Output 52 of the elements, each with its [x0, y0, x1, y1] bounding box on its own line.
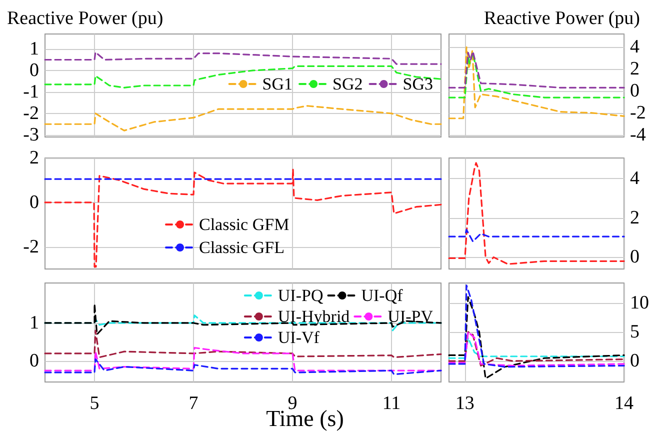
legend-label: UI-PV — [388, 307, 434, 326]
legend-label: SG3 — [402, 74, 434, 94]
y-axis-title: Reactive Power (pu) — [484, 8, 640, 29]
y-tick-label: -2 — [23, 102, 39, 124]
line-series — [44, 330, 442, 358]
y-tick-label: 0 — [630, 350, 640, 372]
line-series — [448, 50, 625, 88]
y-tick-label: 0 — [630, 246, 640, 268]
legend-label: SG1 — [262, 74, 293, 94]
y-tick-label: 1 — [30, 312, 39, 334]
y-tick-label: -3 — [23, 124, 39, 146]
x-tick-label: 14 — [614, 393, 634, 414]
y-tick-label: -2 — [630, 102, 646, 124]
line-series — [448, 228, 625, 242]
legend-label: SG2 — [332, 74, 363, 94]
legend-label: UI-PQ — [278, 286, 324, 305]
x-tick-label: 13 — [455, 393, 474, 414]
line-series — [44, 168, 442, 268]
line-series — [44, 65, 442, 88]
y-tick-label: 0 — [30, 60, 39, 81]
y-axis-title: Reactive Power (pu) — [7, 8, 164, 29]
y-tick-label: -1 — [23, 81, 39, 102]
line-series — [448, 162, 625, 265]
y-tick-label: -4 — [630, 124, 646, 146]
line-series — [44, 105, 442, 132]
y-tick-label: 4 — [630, 168, 640, 190]
legend-label: Classic GFM — [199, 215, 290, 234]
y-tick-label: 5 — [630, 321, 640, 342]
line-series — [44, 358, 442, 376]
legend-label: UI-Hybrid — [278, 307, 350, 326]
y-tick-label: 0 — [630, 80, 640, 102]
y-tick-label: 0 — [30, 350, 39, 372]
y-tick-label: 2 — [630, 207, 640, 228]
y-tick-label: 2 — [630, 58, 640, 80]
line-series — [448, 296, 625, 380]
line-series — [44, 51, 442, 65]
y-tick-label: 0 — [30, 192, 39, 213]
x-tick-label: 11 — [382, 393, 401, 414]
y-tick-label: 1 — [30, 38, 39, 60]
x-tick-label: 5 — [90, 393, 100, 414]
line-series — [448, 284, 625, 368]
y-tick-label: -2 — [23, 236, 39, 258]
y-tick-label: 2 — [30, 148, 39, 168]
line-series — [448, 46, 625, 120]
y-tick-label: 10 — [630, 292, 649, 314]
legend-label: UI-Qf — [361, 286, 404, 305]
y-tick-label: 4 — [630, 36, 640, 58]
legend-label: UI-Vf — [278, 328, 320, 347]
line-series — [448, 336, 625, 359]
x-tick-label: 7 — [188, 393, 198, 414]
legend-label: Classic GFL — [199, 238, 284, 257]
line-series — [448, 331, 625, 366]
